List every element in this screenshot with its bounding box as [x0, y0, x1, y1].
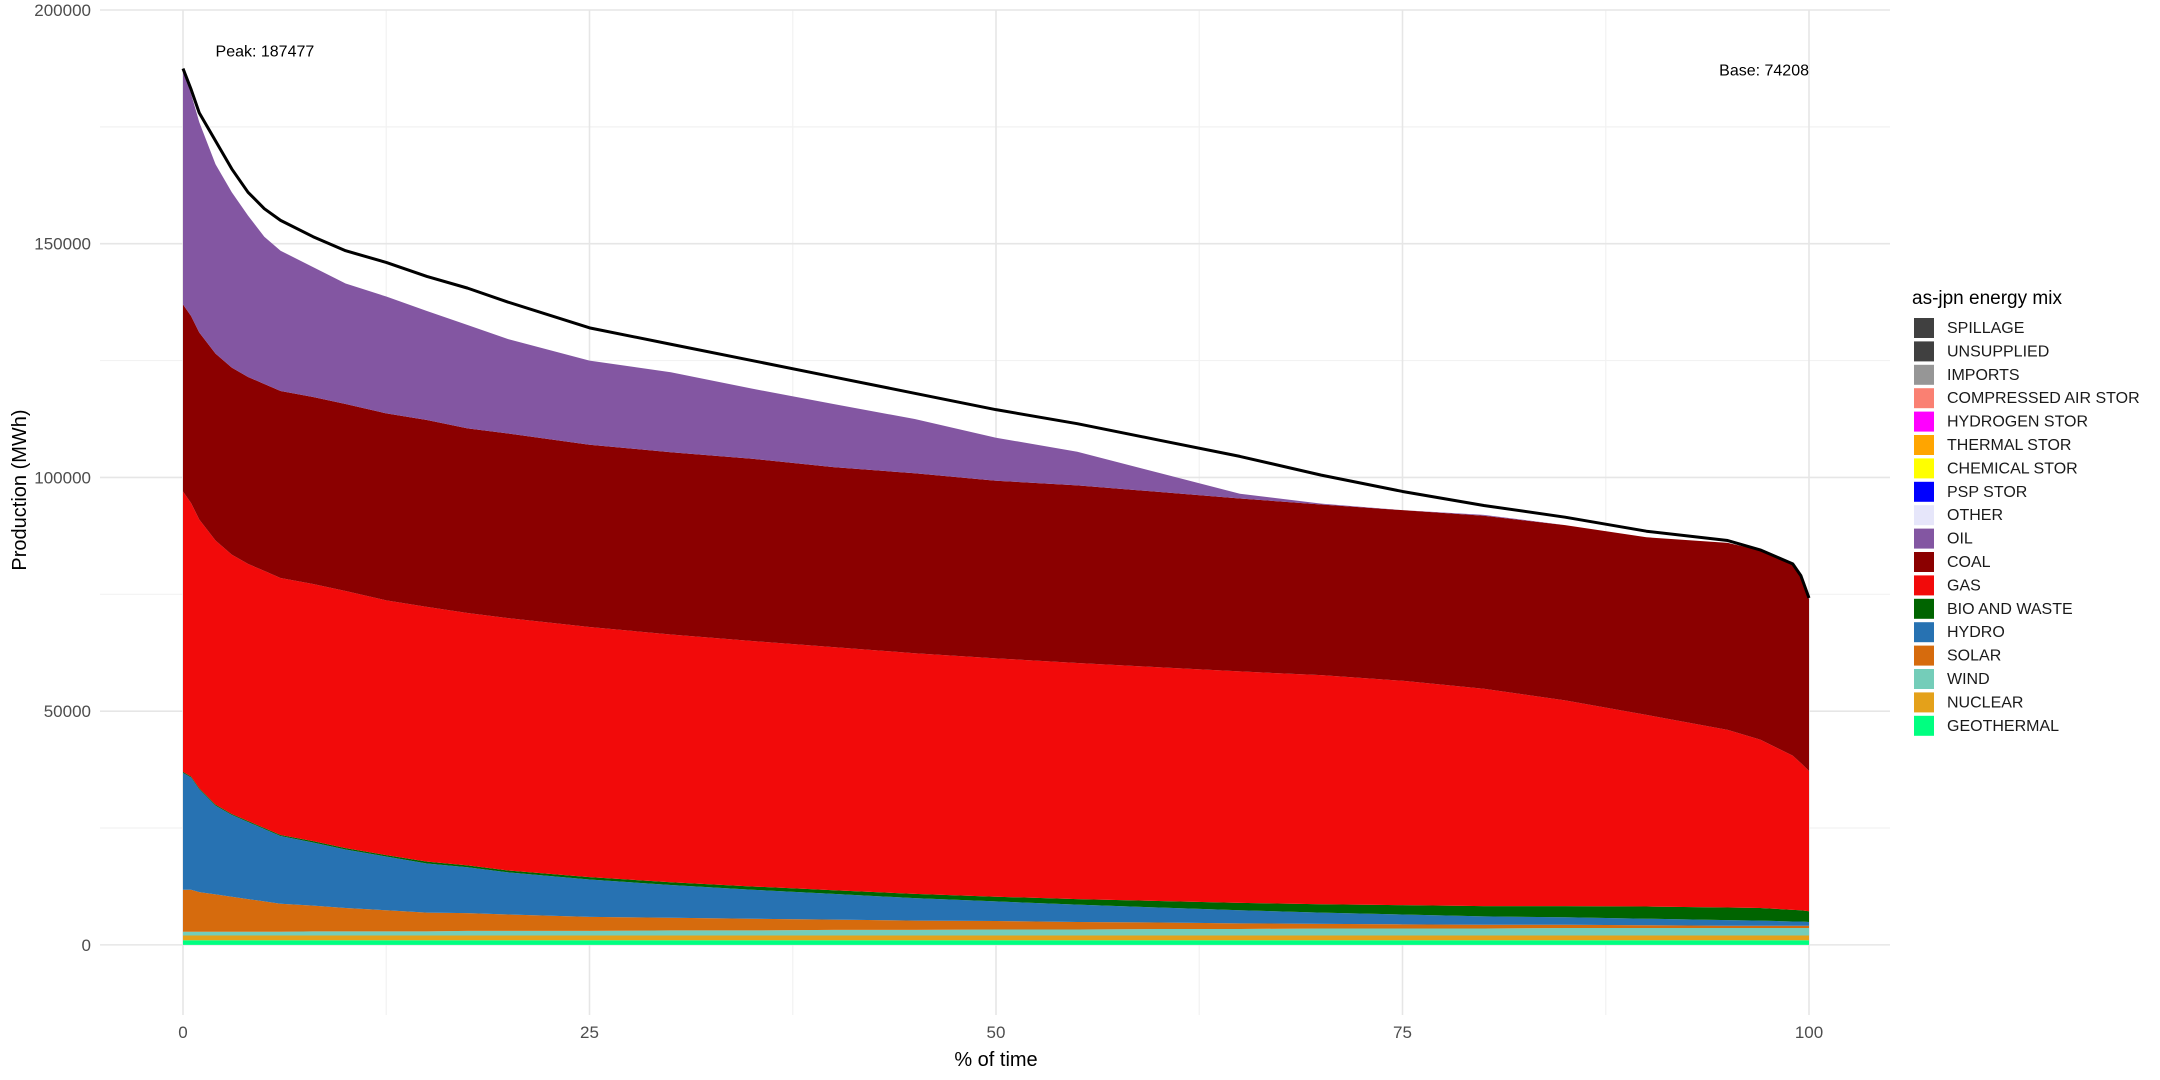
- area-hydro: [183, 772, 1809, 926]
- legend-label: BIO AND WASTE: [1947, 601, 2073, 618]
- legend-swatch: [1914, 388, 1934, 409]
- legend-label: SOLAR: [1947, 648, 2001, 665]
- y-tick-label: 0: [82, 936, 91, 955]
- legend-swatch: [1914, 552, 1934, 572]
- legend-swatch: [1914, 505, 1934, 526]
- legend-swatch: [1914, 669, 1934, 689]
- x-axis-title: % of time: [954, 1049, 1037, 1071]
- legend-swatch: [1914, 645, 1934, 666]
- annotations: Peak: 187477 Base: 74208: [216, 44, 1810, 80]
- legend-swatch: [1914, 481, 1934, 502]
- stacked-areas: [183, 68, 1809, 945]
- legend-swatch: [1914, 458, 1934, 479]
- legend-swatch: [1914, 622, 1934, 643]
- area-nuclear: [183, 935, 1809, 941]
- legend-label: GEOTHERMAL: [1947, 718, 2059, 735]
- x-tick-label: 75: [1393, 1023, 1412, 1042]
- base-annotation: Base: 74208: [1719, 62, 1809, 79]
- legend-swatch: [1914, 598, 1934, 619]
- legend-label: COAL: [1947, 554, 1991, 571]
- area-gas: [183, 491, 1809, 912]
- x-tick-label: 0: [178, 1023, 187, 1042]
- legend-swatch: [1914, 715, 1934, 736]
- legend-label: SPILLAGE: [1947, 320, 2024, 337]
- area-coal: [183, 304, 1809, 771]
- peak-annotation: Peak: 187477: [216, 44, 315, 61]
- area-solar: [183, 889, 1809, 932]
- legend-label: HYDRO: [1947, 624, 2005, 641]
- legend-label: NUCLEAR: [1947, 694, 2023, 711]
- legend-swatch: [1914, 364, 1934, 385]
- y-tick-label: 150000: [34, 235, 91, 254]
- legend-label: OIL: [1947, 531, 1973, 548]
- legend-label: IMPORTS: [1947, 367, 2020, 384]
- legend-label: GAS: [1947, 577, 1981, 594]
- legend-swatch: [1914, 528, 1934, 549]
- load-curve-line: [181, 67, 1811, 599]
- y-axis-title: Production (MWh): [9, 409, 31, 570]
- area-bio-and-waste: [183, 771, 1809, 922]
- legend-label: WIND: [1947, 671, 1990, 688]
- legend-swatch: [1914, 318, 1934, 338]
- x-tick-label: 100: [1795, 1023, 1823, 1042]
- x-tick-label: 50: [987, 1023, 1006, 1042]
- load-curve-layer: [181, 67, 1811, 599]
- legend-label: CHEMICAL STOR: [1947, 460, 2078, 477]
- legend-label: THERMAL STOR: [1947, 437, 2071, 454]
- x-tick-label: 25: [580, 1023, 599, 1042]
- y-tick-label: 50000: [44, 702, 91, 721]
- legend-label: UNSUPPLIED: [1947, 343, 2049, 360]
- legend-label: HYDROGEN STOR: [1947, 414, 2088, 431]
- area-wind: [183, 928, 1809, 936]
- legend-swatch: [1914, 341, 1934, 362]
- legend-label: COMPRESSED AIR STOR: [1947, 390, 2140, 407]
- y-tick-label: 200000: [34, 1, 91, 20]
- legend-label: OTHER: [1947, 507, 2003, 524]
- legend-title: as-jpn energy mix: [1912, 288, 2062, 309]
- legend-swatch: [1914, 435, 1934, 455]
- area-geothermal: [183, 940, 1809, 945]
- legend-swatch: [1914, 692, 1934, 713]
- legend: as-jpn energy mix SPILLAGE UNSUPPLIED IMPO…: [1912, 288, 2140, 736]
- legend-swatch: [1914, 575, 1934, 596]
- legend-swatch: [1914, 411, 1934, 432]
- tick-labels: 0 25 50 75 100 0 50000 100000 150000 200000: [34, 1, 1823, 1042]
- legend-label: PSP STOR: [1947, 484, 2027, 501]
- y-tick-label: 100000: [34, 468, 91, 487]
